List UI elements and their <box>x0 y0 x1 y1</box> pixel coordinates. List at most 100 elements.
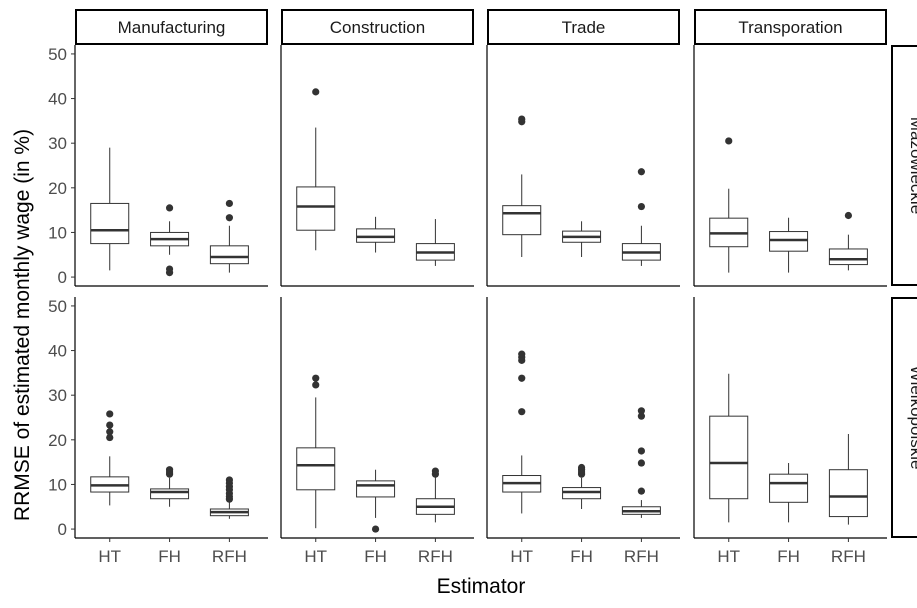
box-rfh <box>415 219 455 266</box>
box-rfh <box>621 407 661 518</box>
y-tick-label: 20 <box>48 431 67 450</box>
x-tick-label: FH <box>777 547 800 566</box>
box-rfh <box>209 476 249 519</box>
box-iqr <box>828 248 868 266</box>
facet-strip-mazowieckie <box>891 45 917 286</box>
y-tick-label: 20 <box>48 179 67 198</box>
x-tick-label: HT <box>717 547 740 566</box>
facet-strip-label-trade: Trade <box>562 18 606 37</box>
box-iqr <box>296 186 336 231</box>
box-ht <box>296 88 336 251</box>
outlier-point <box>312 88 320 96</box>
box-ht <box>502 115 542 257</box>
y-tick-label: 10 <box>48 223 67 242</box>
y-axes: 0 10 20 30 40 50 0 10 20 30 40 50 <box>48 45 76 539</box>
box-ht <box>502 350 542 514</box>
box-ht <box>709 373 749 523</box>
x-tick-label: FH <box>364 547 387 566</box>
y-axis-title: RRMSE of estimated monthly wage (in %) <box>11 129 34 521</box>
box-rfh <box>828 434 868 525</box>
outlier-point <box>518 115 526 123</box>
outlier-point <box>637 168 646 176</box>
box-rfh <box>621 168 661 266</box>
outlier-point <box>225 199 233 208</box>
outlier-point <box>225 214 233 222</box>
box-ht <box>90 147 130 271</box>
outlier-point <box>165 204 174 212</box>
box-fh <box>150 466 190 507</box>
facet-strip-label-wielkopolskie: Wielkopolskie <box>907 366 917 470</box>
facet-strip-trade <box>487 9 680 45</box>
outlier-point <box>518 350 526 358</box>
facet-strip-manufacturing <box>75 9 268 45</box>
x-tick-label: FH <box>158 547 181 566</box>
y-tick-label: 50 <box>48 45 67 64</box>
facet-strip-label-transporation: Transporation <box>738 18 842 37</box>
x-tick-label: HT <box>510 547 533 566</box>
outlier-point <box>844 211 853 220</box>
box-fh <box>150 204 190 277</box>
box-iqr <box>709 415 749 500</box>
x-tick-label: RFH <box>418 547 453 566</box>
box-ht <box>709 137 749 273</box>
x-tick-label: HT <box>98 547 121 566</box>
box-iqr <box>356 480 396 498</box>
box-ht <box>90 410 130 506</box>
x-tick-label: RFH <box>831 547 866 566</box>
box-fh <box>562 463 602 509</box>
y-tick-label: 0 <box>58 520 67 539</box>
outlier-point <box>637 487 646 495</box>
facet-strip-label-construction: Construction <box>330 18 425 37</box>
outlier-point <box>312 374 320 382</box>
panel-wielkopolskie-transporation <box>693 297 868 538</box>
box-fh <box>356 216 396 253</box>
outlier-point <box>312 381 320 389</box>
facet-strip-wielkopolskie <box>891 297 917 538</box>
y-tick-label: 40 <box>48 90 67 109</box>
outlier-point <box>165 265 174 273</box>
box-iqr <box>828 469 868 518</box>
outlier-point <box>577 463 586 472</box>
outlier-point <box>106 428 114 436</box>
box-fh <box>769 463 809 523</box>
box-rfh <box>415 467 455 523</box>
outlier-point <box>637 459 646 467</box>
box-iqr <box>209 245 249 265</box>
outlier-point <box>725 137 733 145</box>
outlier-point <box>106 410 114 418</box>
facet-strip-label-mazowieckie: Mazowieckie <box>907 117 917 214</box>
outlier-point <box>371 525 380 533</box>
x-axes: HT FH RFH HT FH RFH HT FH RFH HT FH RFH <box>75 537 887 566</box>
facet-column-strips: Manufacturing Construction Trade Transporat… <box>75 9 887 45</box>
facet-panels <box>75 45 887 538</box>
box-iqr <box>150 488 190 500</box>
facet-strip-transporation <box>694 9 887 45</box>
x-axis-title: Estimator <box>437 575 526 598</box>
outlier-point <box>637 447 646 455</box>
outlier-point <box>106 421 114 429</box>
box-rfh <box>828 211 868 271</box>
y-tick-label: 40 <box>48 342 67 361</box>
x-tick-label: HT <box>304 547 327 566</box>
panel-wielkopolskie-manufacturing <box>90 410 249 519</box>
panel-wielkopolskie-trade <box>486 297 661 538</box>
y-tick-label: 10 <box>48 475 67 494</box>
panel-mazowieckie-trade <box>486 45 680 287</box>
facet-row-strips: Mazowieckie Wielkopolskie <box>891 45 917 538</box>
box-iqr <box>502 205 542 236</box>
outlier-point <box>165 466 174 474</box>
box-rfh <box>209 199 249 273</box>
panel-mazowieckie-construction <box>280 45 474 287</box>
y-tick-label: 0 <box>58 268 67 287</box>
box-iqr <box>769 473 809 503</box>
box-iqr <box>356 228 396 243</box>
facet-strip-construction <box>281 9 474 45</box>
box-fh <box>562 221 602 257</box>
y-tick-label: 30 <box>48 386 67 405</box>
outlier-point <box>225 476 233 484</box>
box-iqr <box>90 202 130 245</box>
outlier-point <box>431 467 439 475</box>
panel-wielkopolskie-construction <box>280 297 455 538</box>
box-fh <box>769 217 809 273</box>
